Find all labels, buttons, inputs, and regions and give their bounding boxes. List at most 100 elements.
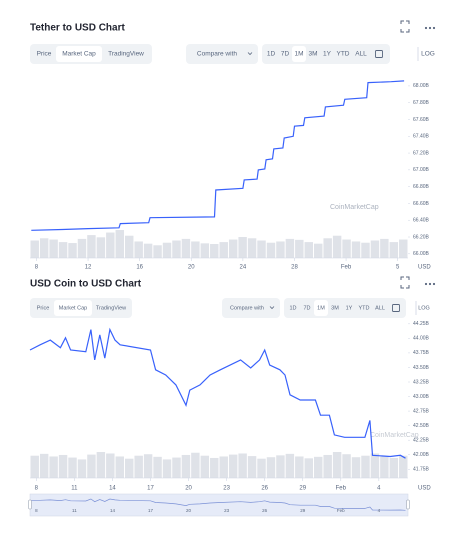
x-tick-label: Feb — [341, 265, 352, 271]
compare-dropdown[interactable] — [222, 298, 280, 318]
volume-bar — [162, 242, 172, 258]
watermark: CoinMarketCap — [370, 432, 419, 439]
navigator-line — [29, 498, 406, 511]
more-icon-dot[interactable] — [428, 282, 432, 286]
x-tick-label: 4 — [377, 486, 381, 492]
more-icon-dot[interactable] — [424, 282, 428, 286]
range-button[interactable]: 3M — [308, 51, 317, 58]
volume-bar — [266, 242, 276, 258]
expand-icon[interactable] — [400, 276, 410, 289]
volume-bar — [285, 453, 295, 478]
volume-bar — [181, 454, 191, 478]
volume-bar — [247, 238, 257, 258]
y-tick-label: 44.25B — [413, 321, 430, 327]
y-unit: USD — [418, 265, 431, 271]
volume-bar — [134, 241, 143, 258]
range-button[interactable]: YTD — [359, 305, 370, 311]
volume-bar — [58, 242, 68, 258]
range-button[interactable]: 1D — [289, 305, 296, 311]
range-button[interactable]: 1Y — [346, 305, 353, 311]
range-button[interactable]: YTD — [337, 51, 350, 58]
volume-bar — [323, 238, 332, 258]
x-tick-label: Feb — [336, 486, 347, 492]
volume-bar — [181, 238, 191, 258]
calendar-icon[interactable] — [392, 304, 400, 312]
volume-bar — [68, 243, 77, 258]
volume-bar — [125, 235, 134, 258]
volume-bar — [77, 459, 87, 478]
volume-bar — [39, 238, 49, 258]
range-button[interactable]: 3M — [331, 305, 339, 311]
volume-bar — [106, 453, 115, 478]
range-button[interactable]: 1Y — [323, 51, 332, 58]
volume-bar — [389, 242, 399, 258]
volume-bar — [219, 456, 228, 478]
volume-bar — [399, 455, 408, 478]
volume-bar — [96, 237, 106, 258]
tab-button[interactable]: Market Cap — [59, 305, 87, 311]
x-tick-label: 11 — [71, 486, 78, 492]
range-button[interactable]: 7D — [281, 51, 290, 58]
volume-bar — [399, 239, 408, 258]
chart-title: USD Coin to USD Chart — [30, 279, 142, 290]
compare-dropdown[interactable] — [186, 44, 258, 64]
volume-bar — [361, 242, 370, 258]
volume-bar — [295, 239, 304, 258]
more-icon-dot[interactable] — [428, 26, 432, 30]
x-tick-label: 8 — [35, 265, 39, 271]
range-button[interactable]: 7D — [303, 305, 310, 311]
log-button[interactable]: LOG — [421, 51, 435, 58]
more-icon-dot[interactable] — [424, 26, 428, 30]
volume-bar — [162, 459, 172, 478]
more-icon-dot[interactable] — [432, 26, 436, 30]
volume-bar — [106, 232, 115, 258]
range-button[interactable]: 1D — [267, 51, 276, 58]
tab-button[interactable]: Market Cap — [62, 51, 96, 58]
compare-label[interactable]: Compare with — [197, 51, 237, 58]
volume-bar — [342, 239, 351, 258]
y-tick-label: 67.60B — [413, 117, 430, 123]
volume-bar — [49, 239, 58, 258]
volume-bar — [332, 452, 342, 478]
volume-bar — [238, 237, 247, 258]
volume-bar — [257, 240, 266, 258]
volume-bar — [30, 240, 39, 258]
volume-bar — [58, 454, 68, 478]
expand-icon[interactable] — [400, 20, 410, 33]
y-tick-label: 66.00B — [413, 251, 430, 257]
volume-bar — [153, 245, 162, 258]
navigator[interactable] — [29, 493, 409, 517]
range-button[interactable]: 1M — [294, 51, 303, 58]
tab-button[interactable]: Price — [37, 305, 50, 311]
watermark: CoinMarketCap — [330, 204, 379, 211]
y-tick-label: 43.75B — [413, 350, 430, 356]
y-tick-label: 42.50B — [413, 423, 430, 429]
navigator-label: 11 — [72, 508, 77, 513]
navigator-handle[interactable] — [28, 499, 32, 510]
y-tick-label: 42.75B — [413, 408, 430, 414]
tab-button[interactable]: TradingView — [96, 305, 126, 311]
volume-bar — [172, 457, 181, 478]
navigator-handle[interactable] — [406, 499, 410, 510]
calendar-icon[interactable] — [375, 50, 383, 58]
tab-button[interactable]: Price — [37, 51, 52, 58]
volume-bar — [323, 454, 332, 478]
more-icon-dot[interactable] — [432, 282, 436, 286]
volume-bar — [134, 455, 143, 478]
tab-button[interactable]: TradingView — [108, 51, 144, 58]
log-button[interactable]: LOG — [418, 305, 430, 311]
range-button[interactable]: 1M — [317, 305, 325, 311]
volume-bar — [295, 456, 304, 478]
range-button[interactable]: ALL — [375, 305, 385, 311]
navigator-label: 23 — [224, 508, 230, 513]
navigator-label: 8 — [35, 508, 38, 513]
y-tick-label: 43.50B — [413, 365, 430, 371]
x-tick-label: 23 — [223, 486, 230, 492]
compare-label[interactable]: Compare with — [230, 305, 264, 311]
volume-bar — [115, 230, 124, 258]
volume-bar — [77, 238, 87, 258]
range-button[interactable]: ALL — [355, 51, 367, 58]
navigator-label: 14 — [110, 508, 116, 513]
volume-bar — [153, 456, 162, 478]
active-range — [292, 46, 306, 62]
